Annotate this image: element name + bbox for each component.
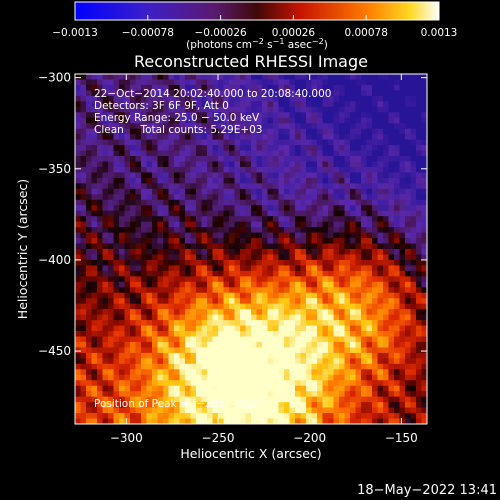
y-tick-label: −450 [38,344,71,358]
colorbar-ticks: −0.0013 −0.00078 −0.00026 0.00026 0.00078 0.0… [52,15,457,39]
annotation-energy-range: Energy Range: 25.0 − 50.0 keV [94,112,260,124]
colorbar-tick-label: 0.00078 [344,27,387,39]
x-tick-label: −150 [385,431,418,445]
colorbar-units: (photons cm−2 s−1 asec−2) [186,37,328,51]
footer-date: 18−May−2022 13:41 [357,483,497,498]
annotation-detectors: Detectors: 3F 6F 9F, Att 0 [94,100,229,112]
x-tick-label: −300 [110,431,143,445]
y-axis-ticks: −300 −350 −400 −450 [38,71,427,358]
y-tick-label: −350 [38,162,71,176]
colorbar-tick-label: 0.00026 [272,27,316,39]
colorbar-tick-label: −0.00026 [194,27,247,39]
y-tick-label: −400 [38,253,71,267]
colorbar-tick-label: −0.00078 [122,27,174,39]
chart-title: Reconstructed RHESSI Image [134,52,368,71]
annotation-time-range: 22−Oct−2014 20:02:40.000 to 20:08:40.000 [94,88,331,100]
colorbar-tick-label: 0.0013 [421,27,458,39]
heatmap-image [75,74,427,424]
x-tick-label: −200 [293,431,326,445]
x-axis-label: Heliocentric X (arcsec) [180,446,321,461]
x-tick-label: −250 [202,431,235,445]
annotation-clean: Clean Total counts: 5.29E+03 [94,124,263,136]
x-axis-ticks: −300 −250 −200 −150 [110,74,418,445]
y-axis-label: Heliocentric Y (arcsec) [15,179,30,319]
colorbar-tick-label: −0.0013 [52,27,98,39]
y-tick-label: −300 [38,71,71,85]
colorbar [74,1,440,21]
annotation-peak: Position of Peak = [−235,−460] [94,398,261,410]
plot-frame [74,73,428,425]
